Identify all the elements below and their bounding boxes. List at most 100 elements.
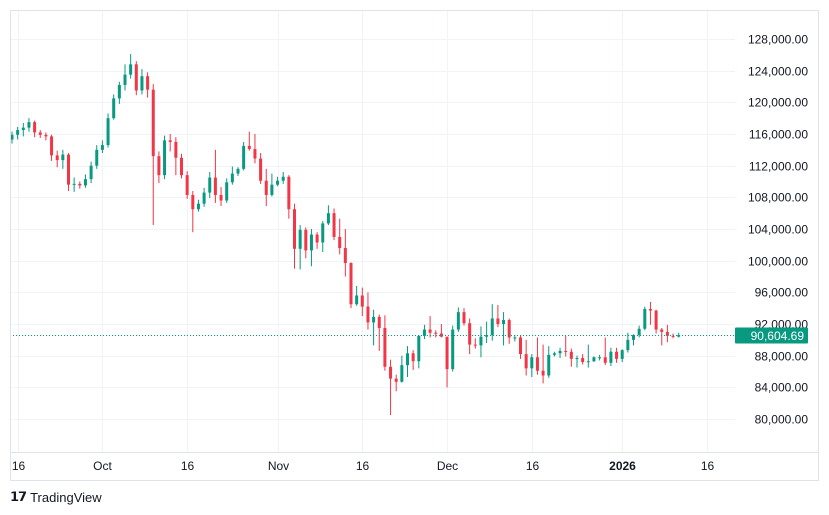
candle-body xyxy=(586,361,590,363)
candle-body xyxy=(242,145,246,169)
tradingview-brand[interactable]: 𝟭𝟳 TradingView xyxy=(10,489,102,505)
candle-body xyxy=(44,134,48,137)
candle-body xyxy=(208,177,212,193)
candle xyxy=(575,355,579,368)
last-price-label: 90,604.69 xyxy=(751,329,805,343)
candle-body xyxy=(293,209,296,249)
candle xyxy=(462,308,466,326)
candle-body xyxy=(106,118,110,146)
candle-body xyxy=(270,184,274,195)
candle-body xyxy=(626,339,630,351)
candle xyxy=(151,84,155,226)
candle xyxy=(253,134,257,164)
x-tick-label: 16 xyxy=(526,459,540,473)
candle-body xyxy=(519,337,522,355)
chart-frame xyxy=(10,10,819,481)
candle-body xyxy=(338,236,342,249)
candle xyxy=(648,301,652,325)
candle xyxy=(665,324,669,343)
candle-body xyxy=(309,234,313,251)
candle xyxy=(547,346,551,378)
candle xyxy=(400,355,404,383)
candle-body xyxy=(100,145,104,150)
candle-body xyxy=(422,329,426,336)
candle xyxy=(95,145,99,169)
candle xyxy=(264,168,268,207)
candle xyxy=(10,131,14,144)
candle xyxy=(219,187,223,207)
y-tick-label: 108,000.00 xyxy=(748,191,808,205)
candle-body xyxy=(16,130,20,135)
candle-body xyxy=(479,336,483,346)
y-tick-label: 100,000.00 xyxy=(748,255,808,269)
candle-body xyxy=(157,156,161,176)
candle-body xyxy=(168,140,172,142)
candle xyxy=(586,344,590,368)
tradingview-logo-icon: 𝟭𝟳 xyxy=(10,489,27,504)
y-tick-label: 80,000.00 xyxy=(755,413,809,427)
candle xyxy=(332,208,336,241)
time-axis[interactable]: 16 Oct 16 Nov 16 Dec 16 2026 16 xyxy=(12,459,715,473)
candle xyxy=(174,137,178,176)
candle-body xyxy=(298,229,302,249)
candle xyxy=(349,262,353,309)
candle-body xyxy=(253,149,257,159)
candle-body xyxy=(202,192,206,204)
candle-body xyxy=(72,183,76,185)
candle-body xyxy=(615,351,619,359)
candle-body xyxy=(558,350,562,354)
candle xyxy=(524,339,528,376)
candle xyxy=(112,94,116,120)
candle xyxy=(581,354,585,365)
candle xyxy=(230,166,234,185)
candle-body xyxy=(637,328,641,336)
candle-body xyxy=(264,180,268,195)
candle xyxy=(134,61,138,96)
candle-body xyxy=(129,64,133,75)
candle xyxy=(677,332,681,338)
candle-body xyxy=(230,173,234,183)
candle xyxy=(569,348,573,367)
candle xyxy=(236,167,240,176)
last-price-badge-bg xyxy=(735,327,808,344)
candle xyxy=(535,337,539,375)
candle xyxy=(298,225,302,270)
candle xyxy=(366,292,370,330)
candle-body xyxy=(134,64,138,91)
x-tick-label: Oct xyxy=(93,459,112,473)
candle-body xyxy=(609,351,613,363)
candle xyxy=(157,151,161,184)
candle xyxy=(411,350,415,370)
candle xyxy=(72,177,76,192)
price-axis[interactable]: 128,000.00 124,000.00 120,000.00 116,000.00… xyxy=(748,33,808,427)
candle xyxy=(78,181,82,189)
candle xyxy=(287,175,291,219)
candle xyxy=(383,315,387,371)
candle-body xyxy=(451,329,455,370)
candle-body xyxy=(95,149,99,166)
candle-body xyxy=(462,312,466,324)
candle xyxy=(654,309,658,334)
candle-body xyxy=(355,295,359,305)
candle xyxy=(564,335,568,357)
candle-body xyxy=(456,312,460,330)
candle xyxy=(558,347,562,359)
candle xyxy=(83,174,87,188)
candle xyxy=(428,316,432,338)
candle xyxy=(146,72,150,98)
candle xyxy=(191,191,195,233)
candle-body xyxy=(660,329,664,332)
candle-body xyxy=(547,354,551,376)
candle-body xyxy=(428,329,432,333)
candle xyxy=(660,327,664,346)
candle-body xyxy=(513,337,517,339)
candle-body xyxy=(55,155,59,161)
y-tick-label: 112,000.00 xyxy=(749,160,808,174)
candle-body xyxy=(648,308,652,311)
candle-body xyxy=(665,331,669,336)
y-tick-label: 96,000.00 xyxy=(755,286,809,300)
candle xyxy=(140,69,144,95)
candle-body xyxy=(112,98,116,119)
candle-body xyxy=(219,194,223,201)
